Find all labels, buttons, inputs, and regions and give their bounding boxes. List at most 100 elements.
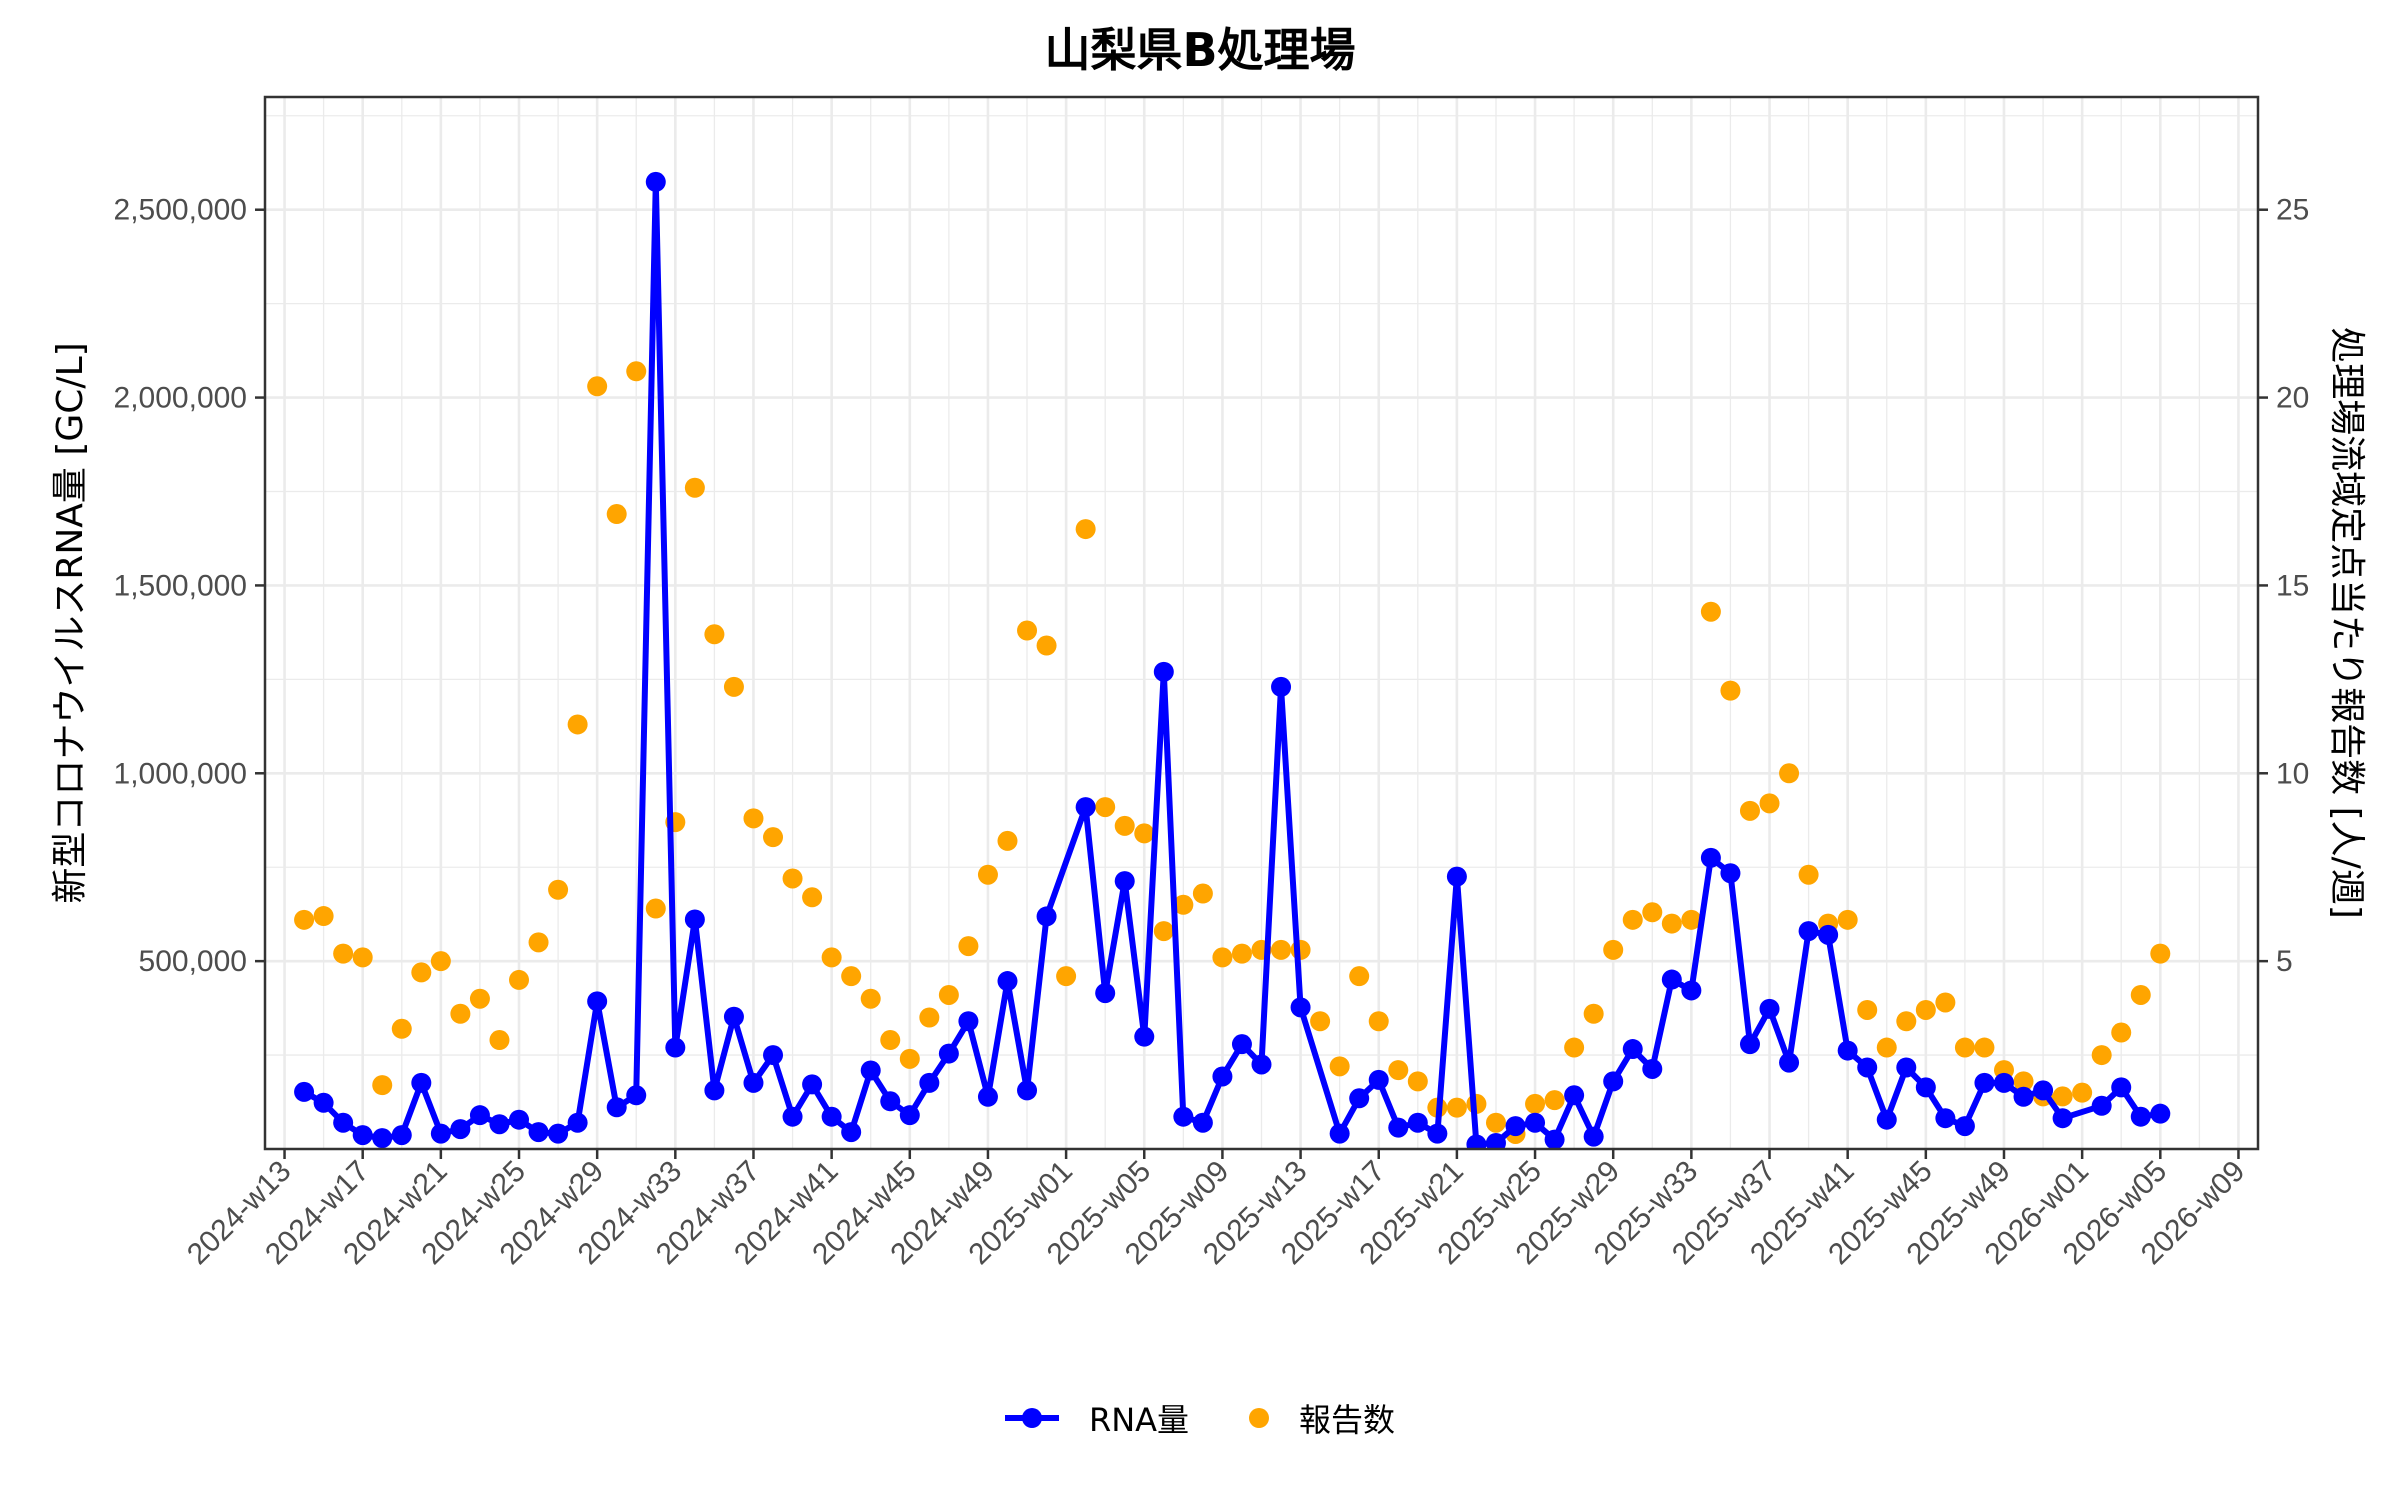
rna-point <box>1661 969 1682 990</box>
reports-point <box>1642 902 1663 923</box>
reports-point <box>1212 947 1233 968</box>
reports-point <box>1622 909 1643 930</box>
rna-point <box>2052 1108 2073 1129</box>
rna-point <box>743 1072 764 1093</box>
reports-point <box>723 676 744 697</box>
y-right-tick-label: 15 <box>2276 569 2309 602</box>
reports-point <box>684 477 705 498</box>
rna-point <box>1017 1080 1038 1101</box>
reports-point <box>1974 1037 1995 1058</box>
rna-point <box>1251 1054 1272 1075</box>
rna-point <box>1720 863 1741 884</box>
reports-point <box>2150 943 2171 964</box>
reports-point <box>1095 797 1116 818</box>
rna-point <box>606 1097 627 1118</box>
rna-point <box>1525 1112 1546 1133</box>
rna-point <box>1779 1052 1800 1073</box>
rna-point <box>1700 847 1721 868</box>
reports-point <box>509 969 530 990</box>
reports-point <box>626 361 647 382</box>
reports-point <box>411 962 432 983</box>
reports-point <box>430 951 451 972</box>
reports-point <box>1368 1011 1389 1032</box>
data-series <box>294 171 2171 1149</box>
rna-point <box>782 1106 803 1127</box>
y-tick-label: 1,500,000 <box>114 569 247 602</box>
reports-point <box>1759 793 1780 814</box>
reports-point <box>2052 1086 2073 1107</box>
reports-point <box>1798 864 1819 885</box>
reports-point <box>880 1030 901 1051</box>
reports-point <box>2013 1071 2034 1092</box>
reports-point <box>1583 1003 1604 1024</box>
y-tick-label: 2,000,000 <box>114 382 247 415</box>
reports-point <box>587 376 608 397</box>
reports-point <box>1525 1093 1546 1114</box>
rna-point <box>763 1045 784 1066</box>
reports-point <box>782 868 803 889</box>
reports-point <box>1310 1011 1331 1032</box>
panel-border <box>263 95 2260 1151</box>
reports-point <box>1954 1037 1975 1058</box>
y-right-tick-label: 20 <box>2276 382 2309 415</box>
rna-point <box>1876 1109 1897 1130</box>
reports-point <box>763 827 784 848</box>
reports-point <box>1739 800 1760 821</box>
reports-point <box>1388 1060 1409 1081</box>
reports-point <box>743 808 764 829</box>
rna-point <box>567 1112 588 1133</box>
rna-point <box>977 1086 998 1107</box>
reports-point <box>1720 680 1741 701</box>
rna-point <box>1564 1085 1585 1106</box>
reports-point <box>450 1003 471 1024</box>
y-tick-label: 1,000,000 <box>114 757 247 790</box>
reports-point <box>1485 1112 1506 1133</box>
y-right-tick-label: 25 <box>2276 194 2309 227</box>
rna-point <box>587 991 608 1012</box>
reports-point <box>645 898 666 919</box>
rna-point <box>1095 983 1116 1004</box>
rna-point <box>1896 1057 1917 1078</box>
legend-item-rna: RNA量 <box>1004 1395 1190 1441</box>
reports-point <box>489 1030 510 1051</box>
rna-point <box>1271 676 1292 697</box>
rna-point <box>1935 1108 1956 1129</box>
reports-point <box>1075 519 1096 540</box>
grid-lines <box>265 97 2258 1149</box>
reports-point <box>567 714 588 735</box>
rna-point <box>313 1092 334 1113</box>
chart-title: 山梨県B処理場 <box>1044 23 1356 77</box>
rna-point <box>352 1125 373 1146</box>
rna-point <box>1173 1106 1194 1127</box>
y-axis-right-title: 処理場流域定点当たり報告数 [人/週] <box>2326 327 2367 919</box>
reports-point <box>977 864 998 885</box>
reports-point <box>1349 966 1370 987</box>
rna-point <box>802 1074 823 1095</box>
rna-point <box>1075 797 1096 818</box>
rna-point <box>704 1080 725 1101</box>
rna-point <box>2091 1095 2112 1116</box>
reports-point <box>548 879 569 900</box>
legend-label-rna: RNA量 <box>1088 1401 1190 1439</box>
reports-point <box>1173 894 1194 915</box>
reports-point <box>606 504 627 525</box>
reports-point <box>352 947 373 968</box>
rna-point <box>860 1060 881 1081</box>
reports-point <box>1036 635 1057 656</box>
rna-point <box>723 1006 744 1027</box>
reports-point <box>997 830 1018 851</box>
dot-marker-icon <box>1249 1408 1270 1428</box>
rna-point <box>821 1106 842 1127</box>
x-axis: 2024-w132024-w172024-w212024-w252024-w29… <box>181 1149 2251 1271</box>
reports-point <box>1544 1090 1565 1111</box>
rna-point <box>1329 1123 1350 1144</box>
rna-point <box>2013 1086 2034 1107</box>
rna-point <box>469 1105 490 1126</box>
rna-point <box>665 1037 686 1058</box>
rna-point <box>1974 1072 1995 1093</box>
reports-point <box>860 988 881 1009</box>
rna-point <box>294 1081 315 1102</box>
rna-point <box>1642 1058 1663 1079</box>
reports-point <box>1603 939 1624 960</box>
rna-point <box>1544 1129 1565 1149</box>
